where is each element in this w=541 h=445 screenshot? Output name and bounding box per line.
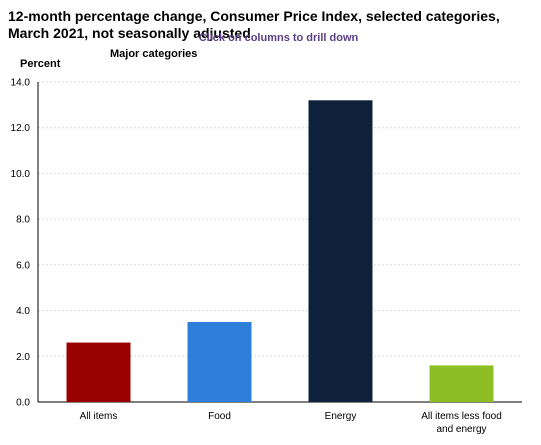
y-tick-label: 10.0 [11, 169, 31, 180]
y-tick-label: 14.0 [11, 78, 31, 89]
bar-all-items[interactable] [66, 342, 131, 402]
x-tick-label: All items [80, 411, 118, 422]
y-tick-label: 4.0 [16, 306, 30, 317]
y-axis-title: Percent [20, 58, 61, 70]
y-tick-label: 12.0 [11, 123, 31, 134]
bar-food[interactable] [187, 322, 252, 402]
drill-down-hint: Click on columns to drill down [198, 32, 359, 44]
x-tick-label: All items less food and energy [421, 411, 502, 435]
bar-all-items-less-food-and-energy[interactable] [429, 365, 494, 402]
y-tick-label: 2.0 [16, 352, 30, 363]
y-tick-label: 0.0 [16, 398, 30, 409]
chart-title: 12-month percentage change, Consumer Pri… [8, 8, 500, 41]
x-tick-label: Food [208, 411, 231, 422]
chart-subtitle: Major categories [110, 48, 198, 60]
y-tick-label: 6.0 [16, 260, 30, 271]
x-tick-label: Energy [325, 411, 357, 422]
bar-energy[interactable] [308, 100, 373, 403]
y-tick-label: 8.0 [16, 215, 30, 226]
